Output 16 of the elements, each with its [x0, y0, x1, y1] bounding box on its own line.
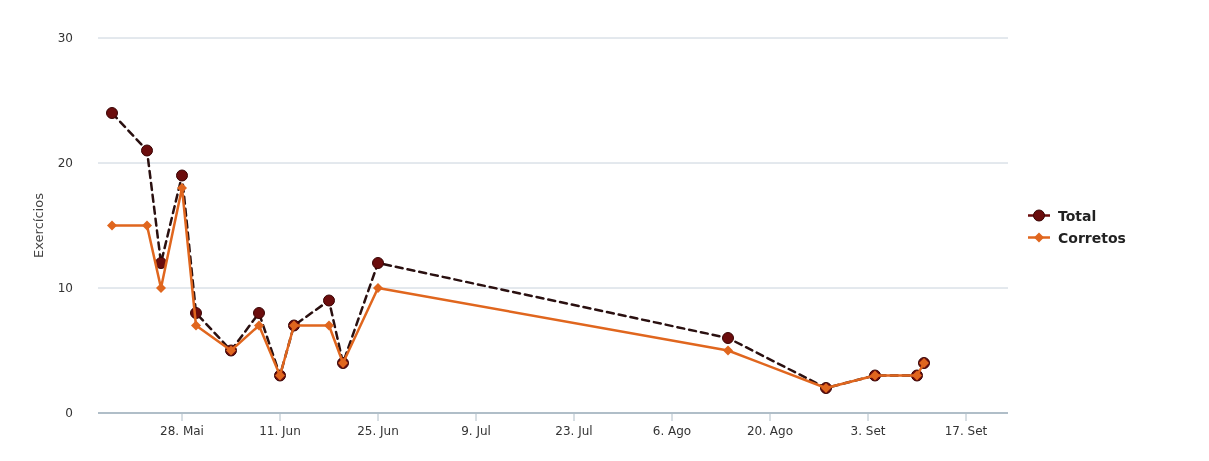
x-tick-label: 20. Ago — [746, 424, 794, 438]
x-tick-label: 28. Mai — [160, 424, 204, 438]
y-tick-label: 10 — [57, 281, 73, 295]
legend-label: Total — [1058, 207, 1097, 224]
y-tick-label: 30 — [57, 31, 73, 45]
y-axis-title: Exercícios — [31, 192, 46, 258]
x-tick-label: 6. Ago — [652, 424, 692, 438]
x-tick-label: 9. Jul — [461, 424, 491, 438]
x-tick-label: 25. Jun — [357, 424, 399, 438]
y-tick-label: 0 — [65, 406, 73, 420]
x-tick-label: 3. Set — [850, 424, 886, 438]
x-tick-label: 17. Set — [944, 424, 988, 438]
legend-label: Corretos — [1058, 229, 1126, 246]
x-tick-label: 23. Jul — [555, 424, 593, 438]
x-tick-label: 11. Jun — [259, 424, 301, 438]
y-tick-label: 20 — [57, 156, 73, 170]
